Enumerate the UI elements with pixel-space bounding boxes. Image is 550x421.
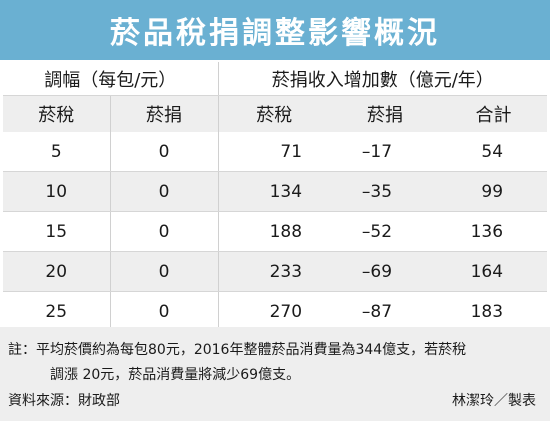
- group-header-adjustment: 調幅（每包/元）: [3, 62, 219, 96]
- table-cell: 25: [3, 291, 111, 332]
- credit-label: 林潔玲／製表: [452, 393, 536, 409]
- table-cell: 0: [110, 211, 219, 252]
- table-cell: 20: [3, 251, 111, 292]
- table-cell: 71: [218, 132, 331, 172]
- table-row: 20 0 233 –69 164: [3, 251, 548, 292]
- column-header-row: 菸稅 菸捐 菸稅 菸捐 合計: [3, 95, 548, 132]
- title-bar: 菸品稅捐調整影響概況: [0, 0, 550, 60]
- page-title: 菸品稅捐調整影響概況: [110, 16, 440, 51]
- table-cell: 15: [3, 211, 111, 252]
- table-row: 10 0 134 –35 99: [3, 171, 548, 212]
- footnote-line-1: 註：平均菸價約為每包80元，2016年整體菸品消費量為344億支，若菸稅: [8, 342, 467, 358]
- table-cell: –87: [330, 291, 441, 332]
- table-cell: 99: [440, 171, 548, 212]
- group-header-row: 調幅（每包/元） 菸捐收入增加數（億元/年）: [3, 62, 548, 96]
- table-cell: 233: [218, 251, 331, 292]
- table-cell: 10: [3, 171, 111, 212]
- table-cell: 164: [440, 251, 548, 292]
- table-row: 5 0 71 –17 54: [3, 132, 548, 172]
- footnote-line-2: 調漲 20元，菸品消費量將減少69億支。: [50, 367, 301, 383]
- table-row: 15 0 188 –52 136: [3, 211, 548, 252]
- table-row: 25 0 270 –87 183: [3, 291, 548, 332]
- footer: 註：平均菸價約為每包80元，2016年整體菸品消費量為344億支，若菸稅 調漲 …: [0, 327, 550, 421]
- table-cell: –17: [330, 132, 441, 172]
- column-header: 菸稅: [218, 95, 331, 132]
- table-cell: –69: [330, 251, 441, 292]
- tax-table: 調幅（每包/元） 菸捐收入增加數（億元/年） 菸稅 菸捐 菸稅 菸捐 合計 5 …: [3, 62, 548, 332]
- column-header: 菸稅: [3, 95, 111, 132]
- table-cell: –35: [330, 171, 441, 212]
- table-cell: 134: [218, 171, 331, 212]
- table-cell: 0: [110, 291, 219, 332]
- table-cell: 0: [110, 132, 219, 172]
- column-header: 合計: [440, 95, 548, 132]
- table-cell: 0: [110, 171, 219, 212]
- table-cell: 5: [3, 132, 111, 172]
- table-cell: 54: [440, 132, 548, 172]
- table-cell: 136: [440, 211, 548, 252]
- source-label: 資料來源：財政部: [8, 393, 120, 409]
- group-header-revenue: 菸捐收入增加數（億元/年）: [218, 62, 548, 96]
- table-cell: –52: [330, 211, 441, 252]
- column-header: 菸捐: [110, 95, 219, 132]
- table-cell: 183: [440, 291, 548, 332]
- column-header: 菸捐: [330, 95, 441, 132]
- table-cell: 188: [218, 211, 331, 252]
- table-cell: 270: [218, 291, 331, 332]
- table-cell: 0: [110, 251, 219, 292]
